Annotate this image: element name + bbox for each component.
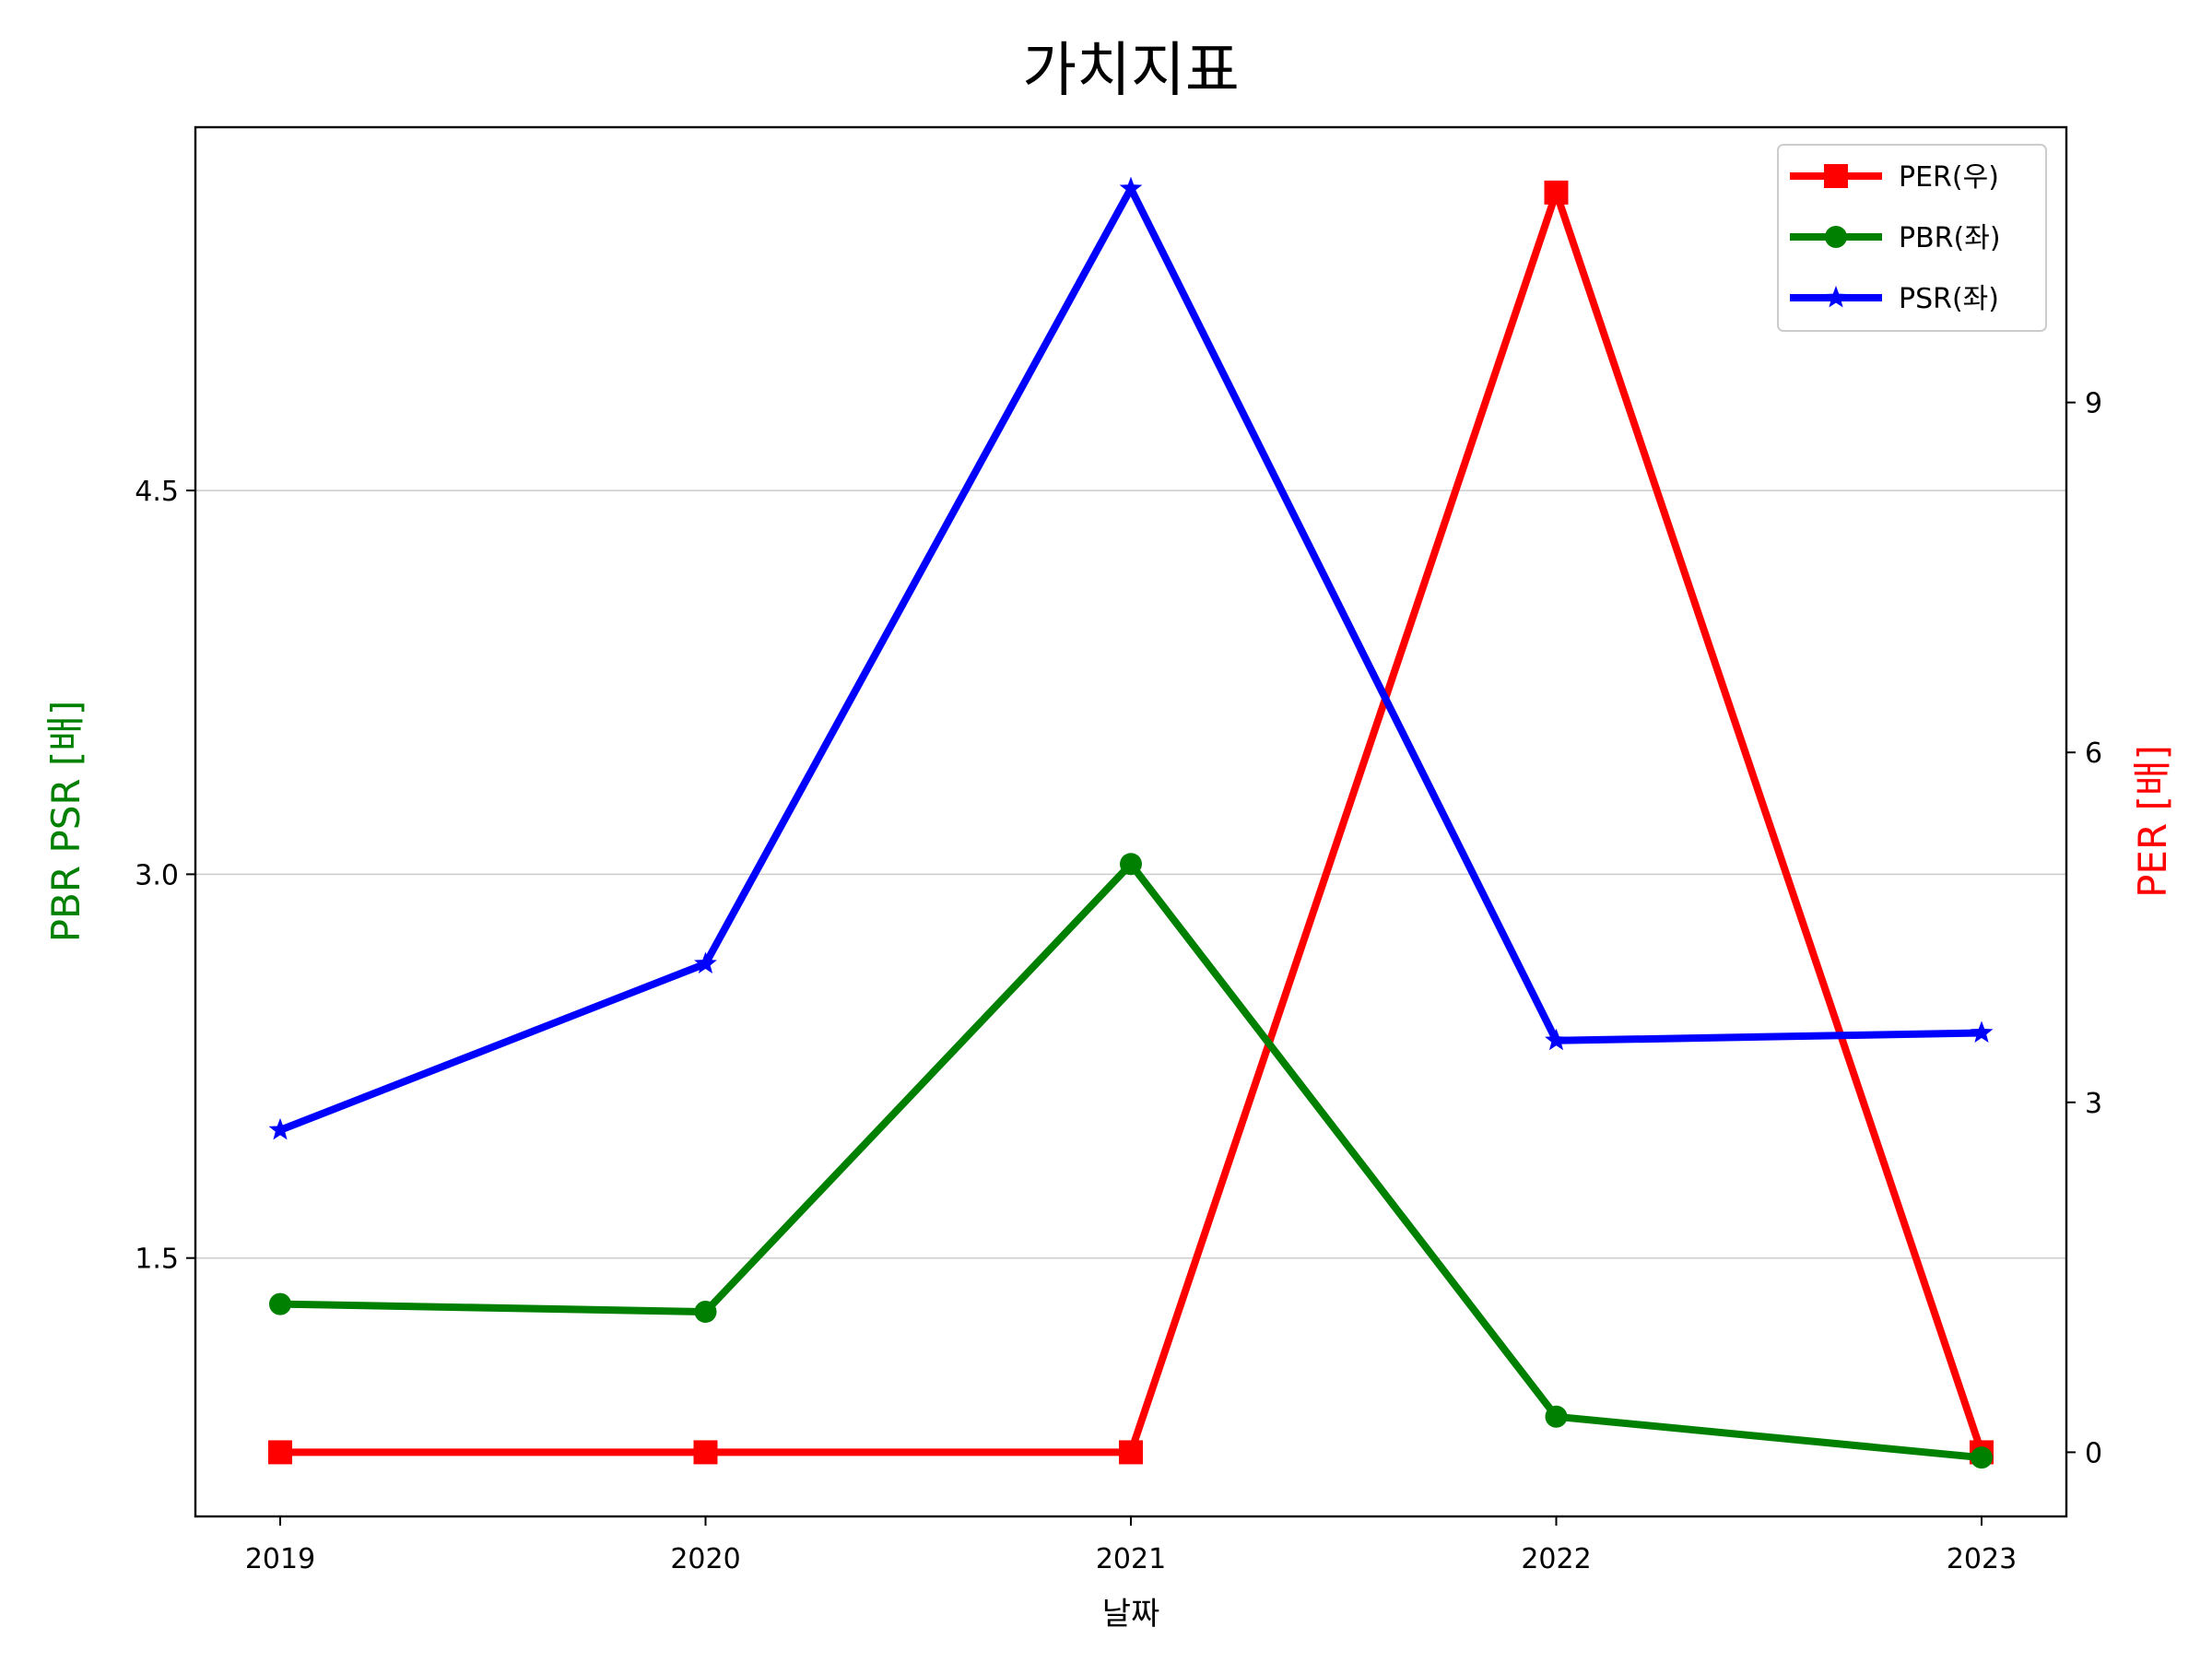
data-point [1545,1405,1568,1428]
legend-marker [1824,286,1848,308]
y-right-tick-label: 6 [2085,737,2102,770]
y-right-tick-label: 0 [2085,1437,2102,1469]
y-left-tick-label: 3.0 [135,859,179,891]
data-point [1119,176,1143,199]
data-point [269,1292,291,1315]
axes-layer: 1.5 3.0 4.5 0 3 6 9 2019 2020 2021 2022 2023 [135,388,2102,1575]
legend-marker [1825,226,1847,248]
data-point [1544,180,1569,205]
data-point [693,1440,718,1465]
x-tick-label: 2019 [245,1543,315,1575]
series-layer [268,176,1994,1469]
legend-entry-label: PER(우) [1899,161,1999,194]
x-tick-label: 2020 [670,1543,740,1575]
x-tick-label: 2023 [1947,1543,2017,1575]
data-point [268,1440,292,1465]
x-tick-label: 2022 [1521,1543,1591,1575]
chart-title: 가치지표 [1022,37,1240,105]
data-point [1971,1446,1993,1469]
x-tick-label: 2021 [1096,1543,1166,1575]
x-axis-label: 날짜 [1102,1596,1160,1633]
y-right-tick-label: 3 [2085,1088,2102,1120]
data-point [268,1117,292,1140]
data-point [1545,1028,1568,1051]
legend-marker [1824,164,1848,188]
y-right-tick-label: 9 [2085,388,2102,420]
y-axis-right-label: PER [배] [2130,745,2175,898]
legend-entry-label: PSR(좌) [1899,283,1999,315]
data-point [1119,1440,1143,1465]
data-point [694,951,717,973]
data-point [1120,853,1142,876]
data-point [1970,1020,1994,1043]
legend-frame [1777,144,2047,332]
legend-entry-label: PBR(좌) [1899,222,2001,254]
data-point [694,1300,717,1323]
y-left-tick-label: 4.5 [135,476,179,508]
legend: PER(우) PBR(좌) PSR(좌) [1777,144,2047,332]
y-left-tick-label: 1.5 [135,1244,179,1276]
y-axis-left-label: PBR PSR [배] [43,701,88,943]
